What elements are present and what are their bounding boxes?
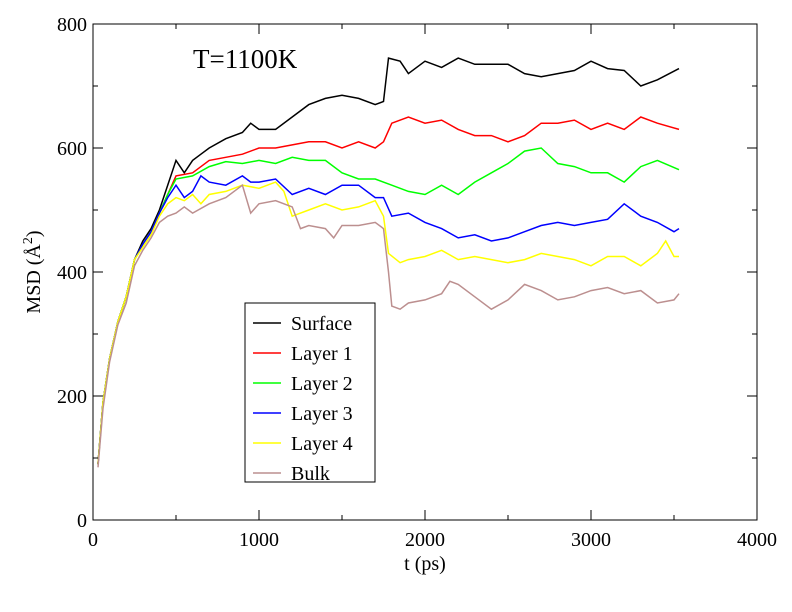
legend-label: Bulk xyxy=(291,463,330,485)
y-tick-label: 200 xyxy=(57,386,87,408)
temperature-annotation: T=1100K xyxy=(193,44,298,74)
y-tick-label: 800 xyxy=(57,14,87,36)
x-tick-label: 2000 xyxy=(405,529,445,551)
y-label-unit: Å xyxy=(23,244,45,259)
y-axis-label-text: MSD (Å2) xyxy=(21,230,45,313)
y-label-main: MSD ( xyxy=(23,258,45,313)
legend-label: Layer 3 xyxy=(291,403,353,425)
series-line-layer-3 xyxy=(97,174,680,465)
legend-label: Layer 4 xyxy=(291,433,353,455)
y-label-close: ) xyxy=(23,230,45,237)
x-tick-label: 0 xyxy=(88,529,98,551)
plot-area xyxy=(97,57,680,468)
legend-label: Layer 2 xyxy=(291,373,353,395)
y-tick-label: 0 xyxy=(77,510,87,532)
axis-ticks: 0 1000 2000 3000 4000 0 200 400 600 800 xyxy=(57,14,777,551)
y-axis-label: MSD (Å2) xyxy=(21,230,45,313)
y-tick-label: 600 xyxy=(57,138,87,160)
series-line-surface xyxy=(97,57,680,465)
legend-label: Layer 1 xyxy=(291,343,353,365)
plot-frame xyxy=(92,23,758,521)
series-line-bulk xyxy=(97,183,680,468)
legend-label: Surface xyxy=(291,313,352,335)
y-tick-label: 400 xyxy=(57,262,87,284)
x-axis-label: t (ps) xyxy=(404,553,446,575)
series-line-layer-4 xyxy=(97,181,679,465)
legend-box xyxy=(244,302,376,483)
legend: Surface Layer 1 Layer 2 Layer 3 Layer 4 Bulk xyxy=(244,302,376,485)
x-tick-label: 1000 xyxy=(239,529,279,551)
y-label-sup: 2 xyxy=(21,237,36,244)
x-tick-label: 3000 xyxy=(571,529,611,551)
x-tick-label: 4000 xyxy=(737,529,777,551)
series-line-layer-2 xyxy=(97,147,680,465)
